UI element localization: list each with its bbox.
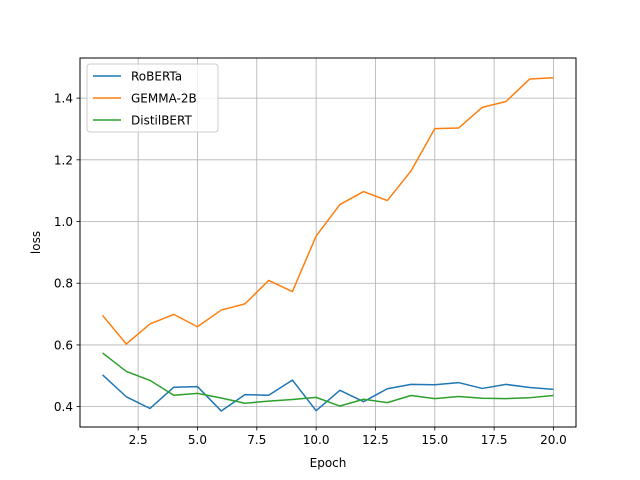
x-tick-label: 5.0: [188, 433, 207, 447]
series-line-distilbert: [102, 352, 554, 407]
x-tick-label: 10.0: [303, 433, 330, 447]
y-tick-label: 0.8: [54, 277, 73, 291]
x-tick-label: 12.5: [362, 433, 389, 447]
x-tick-label: 20.0: [540, 433, 567, 447]
x-axis-ticks: 2.5 5.0 7.5 10.0 12.5 15.0 17.5 20.0: [129, 427, 567, 447]
y-tick-label: 0.4: [54, 400, 73, 414]
series-line-roberta: [102, 374, 554, 412]
y-axis-ticks: 0.4 0.6 0.8 1.0 1.2 1.4: [54, 92, 80, 414]
grid: [80, 58, 576, 427]
y-tick-label: 0.6: [54, 338, 73, 352]
legend-label-gemma-2b: GEMMA-2B: [131, 92, 197, 106]
series-line-gemma-2b: [101, 77, 554, 345]
y-axis-label: loss: [29, 231, 43, 254]
legend-box: [86, 63, 219, 133]
y-tick-label: 1.4: [54, 92, 73, 106]
legend-label-distilbert: DistilBERT: [131, 114, 192, 128]
x-tick-label: 7.5: [247, 433, 266, 447]
x-tick-label: 2.5: [129, 433, 148, 447]
x-axis-label: Epoch: [310, 456, 347, 470]
legend-label-roberta: RoBERTa: [131, 70, 182, 84]
series-lines: [101, 77, 554, 412]
y-tick-label: 1.2: [54, 153, 73, 167]
x-tick-label: 15.0: [421, 433, 448, 447]
x-tick-label: 17.5: [481, 433, 508, 447]
legend: RoBERTa GEMMA-2B DistilBERT: [86, 63, 219, 133]
y-tick-label: 1.0: [54, 215, 73, 229]
plot-frame: [79, 57, 577, 428]
